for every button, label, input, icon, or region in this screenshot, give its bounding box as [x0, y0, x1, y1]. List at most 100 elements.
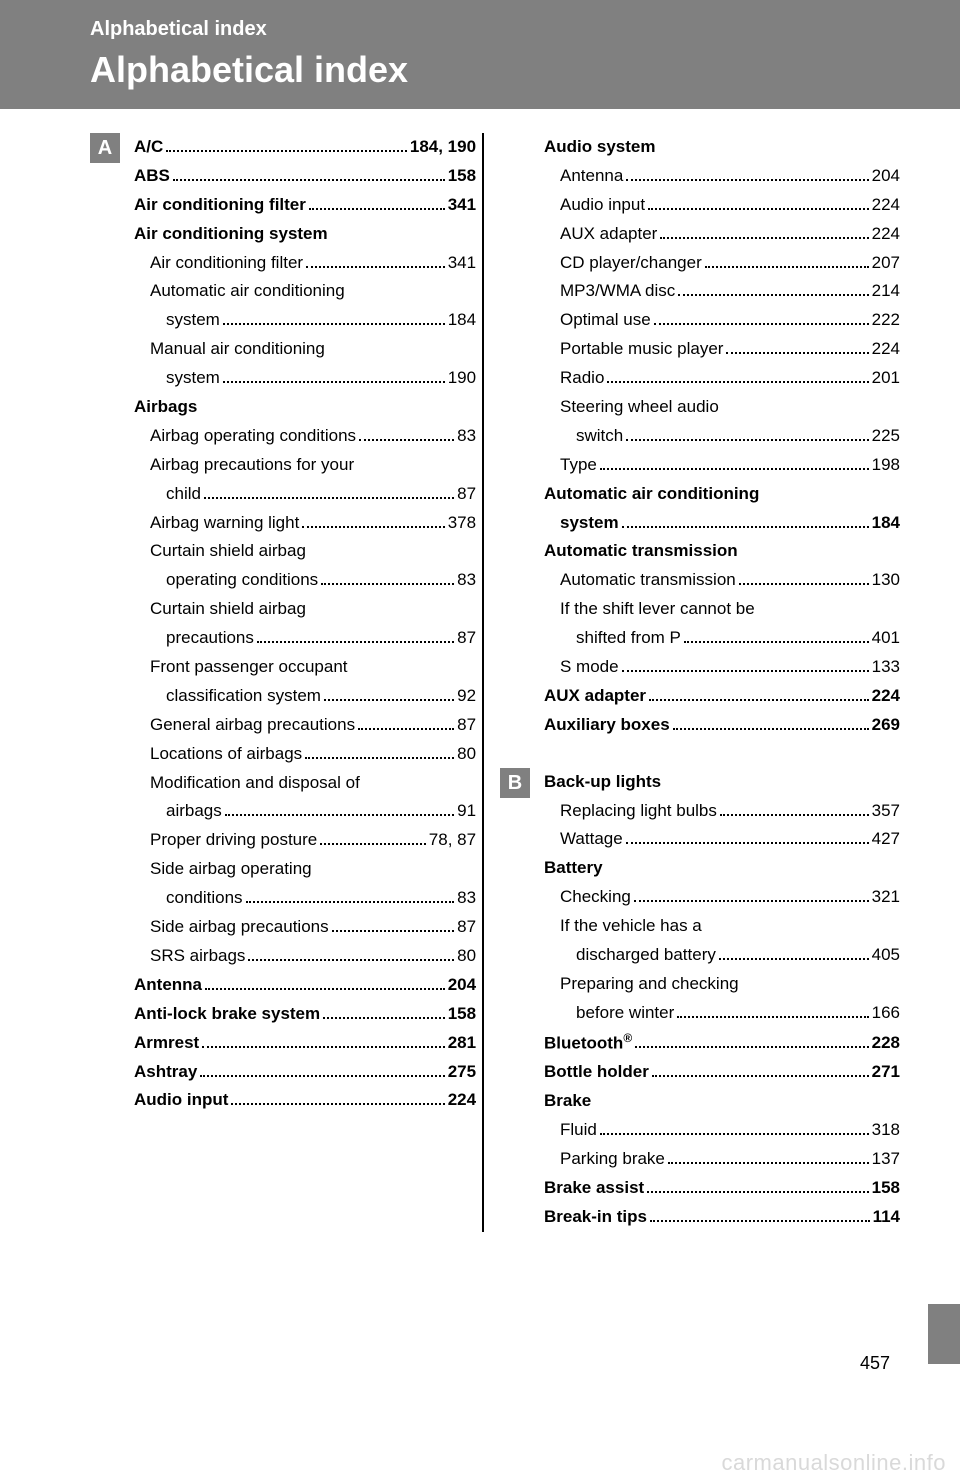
entry-label: Portable music player — [560, 335, 723, 364]
index-entry: Break-in tips 114 — [544, 1203, 900, 1232]
index-entry: shifted from P 401 — [544, 624, 900, 653]
entry-label: system — [166, 306, 220, 335]
entry-page: 224 — [872, 220, 900, 249]
entry-page: 378 — [448, 509, 476, 538]
entry-page: 80 — [457, 740, 476, 769]
leader-dots — [726, 352, 868, 354]
index-entry: child 87 — [134, 480, 476, 509]
index-entry: Automatic transmission 130 — [544, 566, 900, 595]
leader-dots — [626, 842, 869, 844]
index-entry: Modification and disposal of — [134, 769, 476, 798]
entry-page: 158 — [872, 1174, 900, 1203]
entry-page: 224 — [872, 335, 900, 364]
entry-page: 281 — [448, 1029, 476, 1058]
entry-page: 87 — [457, 480, 476, 509]
leader-dots — [302, 526, 444, 528]
entry-label: Back-up lights — [544, 768, 661, 797]
index-entry: operating conditions 83 — [134, 566, 476, 595]
index-entry: Antenna 204 — [544, 162, 900, 191]
entry-label: Checking — [560, 883, 631, 912]
index-entry: Airbags — [134, 393, 476, 422]
leader-dots — [358, 728, 454, 730]
entry-label: Curtain shield airbag — [150, 537, 306, 566]
leader-dots — [622, 670, 869, 672]
index-entry: Audio system — [544, 133, 900, 162]
entry-label: Radio — [560, 364, 604, 393]
entry-page: 133 — [872, 653, 900, 682]
entry-page: 204 — [448, 971, 476, 1000]
index-entry: discharged battery 405 — [544, 941, 900, 970]
entry-label: Fluid — [560, 1116, 597, 1145]
index-entry: Air conditioning filter 341 — [134, 191, 476, 220]
column-divider — [482, 133, 484, 1232]
letter-badge-a: A — [90, 133, 120, 163]
index-entry: Airbag warning light 378 — [134, 509, 476, 538]
index-entry: CD player/changer 207 — [544, 249, 900, 278]
entry-label: Armrest — [134, 1029, 199, 1058]
leader-dots — [323, 1017, 445, 1019]
entry-label: system — [560, 509, 619, 538]
page-number: 457 — [860, 1353, 890, 1374]
entry-label: If the shift lever cannot be — [560, 595, 755, 624]
index-entry: Battery — [544, 854, 900, 883]
entry-page: 184, 190 — [410, 133, 476, 162]
index-entry: Optimal use 222 — [544, 306, 900, 335]
index-entry: Back-up lights — [544, 768, 900, 797]
index-entry: Manual air conditioning — [134, 335, 476, 364]
index-entry: Proper driving posture 78, 87 — [134, 826, 476, 855]
entry-label: ABS — [134, 162, 170, 191]
entry-label: Preparing and checking — [560, 970, 739, 999]
entry-label: operating conditions — [166, 566, 318, 595]
leader-dots — [166, 150, 407, 152]
index-entry: AUX adapter 224 — [544, 220, 900, 249]
entry-page: 224 — [448, 1086, 476, 1115]
index-entry: Checking 321 — [544, 883, 900, 912]
entry-label: Type — [560, 451, 597, 480]
index-entry: S mode 133 — [544, 653, 900, 682]
entry-page: 225 — [872, 422, 900, 451]
entry-label: Manual air conditioning — [150, 335, 325, 364]
index-entry: Front passenger occupant — [134, 653, 476, 682]
entry-page: 357 — [872, 797, 900, 826]
index-entry: Preparing and checking — [544, 970, 900, 999]
entry-label: Antenna — [560, 162, 623, 191]
entry-label: Airbag precautions for your — [150, 451, 354, 480]
leader-dots — [668, 1162, 869, 1164]
entry-label: Airbags — [134, 393, 197, 422]
leader-dots — [202, 1046, 444, 1048]
entry-label: Side airbag precautions — [150, 913, 329, 942]
entry-page: 207 — [872, 249, 900, 278]
entry-label: Airbag warning light — [150, 509, 299, 538]
page-header: Alphabetical index Alphabetical index — [0, 0, 960, 109]
letter-spacer — [500, 133, 530, 163]
entry-label: Battery — [544, 854, 603, 883]
index-entry: Bottle holder 271 — [544, 1058, 900, 1087]
leader-dots — [654, 323, 869, 325]
entry-page: 427 — [872, 825, 900, 854]
index-entry: AUX adapter 224 — [544, 682, 900, 711]
index-entry: Anti-lock brake system 158 — [134, 1000, 476, 1029]
letter-badge-b: B — [500, 768, 530, 798]
leader-dots — [305, 757, 454, 759]
entry-label: Audio input — [134, 1086, 228, 1115]
entry-page: 198 — [872, 451, 900, 480]
entry-page: 83 — [457, 566, 476, 595]
index-entry: Automatic air conditioning — [134, 277, 476, 306]
entry-label: Brake assist — [544, 1174, 644, 1203]
leader-dots — [739, 583, 869, 585]
index-entry: Side airbag precautions 87 — [134, 913, 476, 942]
entry-page: 271 — [872, 1058, 900, 1087]
entry-page: 87 — [457, 624, 476, 653]
index-entry: Radio 201 — [544, 364, 900, 393]
index-entry: Parking brake 137 — [544, 1145, 900, 1174]
index-entry: airbags 91 — [134, 797, 476, 826]
leader-dots — [649, 699, 869, 701]
entry-label: Air conditioning filter — [134, 191, 306, 220]
index-entry: Airbag operating conditions 83 — [134, 422, 476, 451]
index-entry: Curtain shield airbag — [134, 595, 476, 624]
entry-page: 341 — [448, 249, 476, 278]
entry-label: Anti-lock brake system — [134, 1000, 320, 1029]
leader-dots — [200, 1075, 444, 1077]
entry-page: 184 — [448, 306, 476, 335]
index-entry: Replacing light bulbs 357 — [544, 797, 900, 826]
